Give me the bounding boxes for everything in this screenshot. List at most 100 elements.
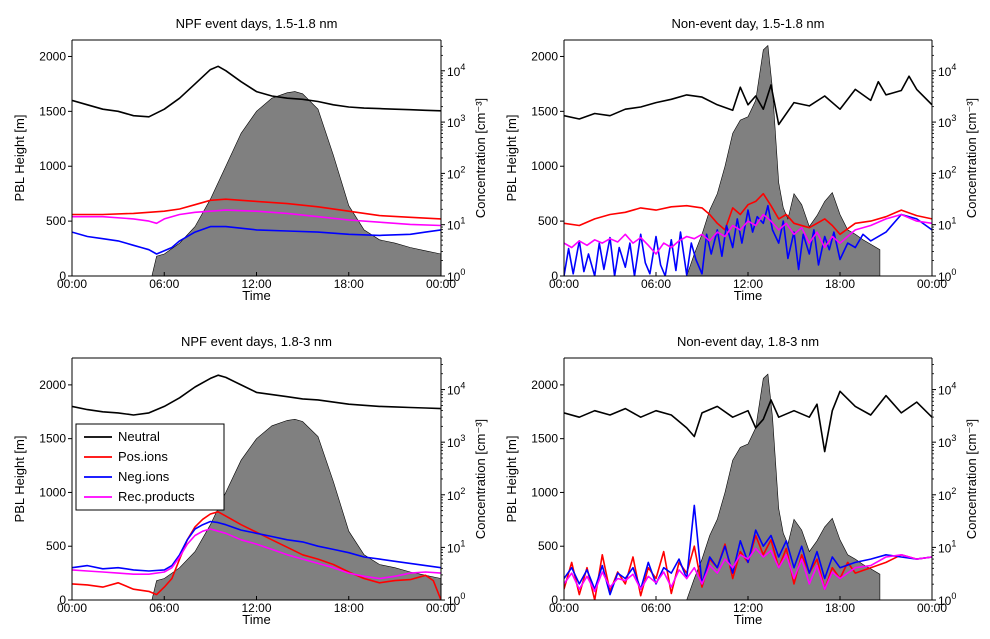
series-line-rec [72,209,441,227]
series-line-neg [564,504,932,596]
series-line-rec [564,547,932,593]
panel-3: NPF event days, 1.8-3 nm 00:00 06:00 12:00 1… [12,334,488,627]
chart-title: NPF event days, 1.8-3 nm [181,334,332,349]
pbl-height-area [151,91,441,276]
x-tick-label: 18:00 [825,601,855,615]
x-tick-label: 00:00 [426,277,456,291]
y2-tick-label: 100 [938,591,956,608]
chart-title: Non-event day, 1.8-3 nm [677,334,819,349]
y2-axis-label: Concentration [cm⁻³] [473,98,488,218]
y-tick-label: 0 [551,593,558,607]
series-line-pos [72,511,441,600]
y2-tick-label: 100 [447,591,465,608]
y2-tick-label: 101 [447,216,465,233]
series-line-neg [72,225,441,255]
y-axis-label: PBL Height [m] [504,115,519,202]
y-tick-label: 1000 [531,485,558,499]
pbl-height-area [686,44,881,276]
series-line-rec [72,528,441,580]
x-tick-label: 18:00 [825,277,855,291]
panel-2: Non-event day, 1.5-1.8 nm 00:00 06:00 12:00… [504,16,979,303]
x-axis-label: Time [242,612,270,627]
x-axis-label: Time [734,612,762,627]
x-tick-label: 06:00 [149,277,179,291]
x-tick-label: 18:00 [334,601,364,615]
y2-tick-label: 104 [938,62,956,79]
y-tick-label: 2000 [531,49,558,63]
y2-tick-label: 103 [447,113,465,130]
series-line-pos [564,192,932,236]
y2-tick-label: 100 [938,267,956,284]
x-axis-label: Time [242,288,270,303]
y-tick-label: 500 [46,214,66,228]
x-tick-label: 00:00 [549,601,579,615]
x-axis-label: Time [734,288,762,303]
x-tick-label: 00:00 [57,277,87,291]
pbl-height-area [686,373,881,600]
x-tick-label: 00:00 [426,601,456,615]
x-tick-label: 12:00 [733,277,763,291]
y2-tick-label: 101 [447,538,465,555]
y-axis-label: PBL Height [m] [12,436,27,523]
y-axis-label: PBL Height [m] [12,115,27,202]
series-line-neutral [564,390,932,453]
y-tick-label: 1000 [39,159,66,173]
y2-axis-label: Concentration [cm⁻³] [964,419,979,539]
panel-4: Non-event day, 1.8-3 nm 00:00 06:00 12:00 18… [504,334,979,627]
legend-label-neutral: Neutral [118,429,160,444]
series-line-neutral [72,65,441,118]
series-line-rec [564,213,932,255]
y-tick-label: 1000 [531,159,558,173]
y-tick-label: 500 [46,539,66,553]
legend-label-pos: Pos.ions [118,449,168,464]
series-line-neutral [564,75,932,126]
y-tick-label: 1500 [531,104,558,118]
y2-tick-label: 100 [447,267,465,284]
y2-tick-label: 101 [938,538,956,555]
y-tick-label: 1500 [39,104,66,118]
x-tick-label: 06:00 [641,277,671,291]
y2-tick-label: 101 [938,216,956,233]
y2-tick-label: 102 [938,164,956,181]
series-line-pos [72,198,441,220]
x-tick-label: 06:00 [149,601,179,615]
x-tick-label: 12:00 [241,601,271,615]
x-tick-label: 12:00 [733,601,763,615]
chart-title: Non-event day, 1.5-1.8 nm [672,16,825,31]
x-tick-label: 12:00 [241,277,271,291]
x-tick-label: 06:00 [641,601,671,615]
y-tick-label: 2000 [39,378,66,392]
x-tick-label: 00:00 [917,277,947,291]
y2-tick-label: 102 [447,164,465,181]
y2-axis-label: Concentration [cm⁻³] [964,98,979,218]
x-tick-label: 00:00 [917,601,947,615]
y2-axis-label: Concentration [cm⁻³] [473,419,488,539]
panel-1: NPF event days, 1.5-1.8 nm 00:00 06:00 12:0… [12,16,488,303]
y-tick-label: 1500 [39,432,66,446]
y-tick-label: 2000 [531,378,558,392]
y-tick-label: 0 [551,269,558,283]
y2-tick-label: 104 [447,62,465,79]
y2-tick-label: 102 [938,486,956,503]
y-tick-label: 0 [59,269,66,283]
y2-tick-label: 103 [447,433,465,450]
series-line-neg [564,204,932,276]
y2-tick-label: 102 [447,486,465,503]
legend: Neutral Pos.ions Neg.ions Rec.products [75,423,225,511]
y2-tick-label: 103 [938,113,956,130]
y-tick-label: 1500 [531,432,558,446]
x-tick-label: 00:00 [57,601,87,615]
y-axis-label: PBL Height [m] [504,436,519,523]
y-tick-label: 500 [538,539,558,553]
chart-title: NPF event days, 1.5-1.8 nm [176,16,338,31]
y-tick-label: 0 [59,593,66,607]
y2-tick-label: 104 [447,381,465,398]
x-tick-label: 00:00 [549,277,579,291]
legend-label-rec: Rec.products [118,489,195,504]
y2-tick-label: 103 [938,433,956,450]
y2-tick-label: 104 [938,381,956,398]
legend-label-neg: Neg.ions [118,469,170,484]
series-line-neutral [72,374,441,416]
y-tick-label: 500 [538,214,558,228]
